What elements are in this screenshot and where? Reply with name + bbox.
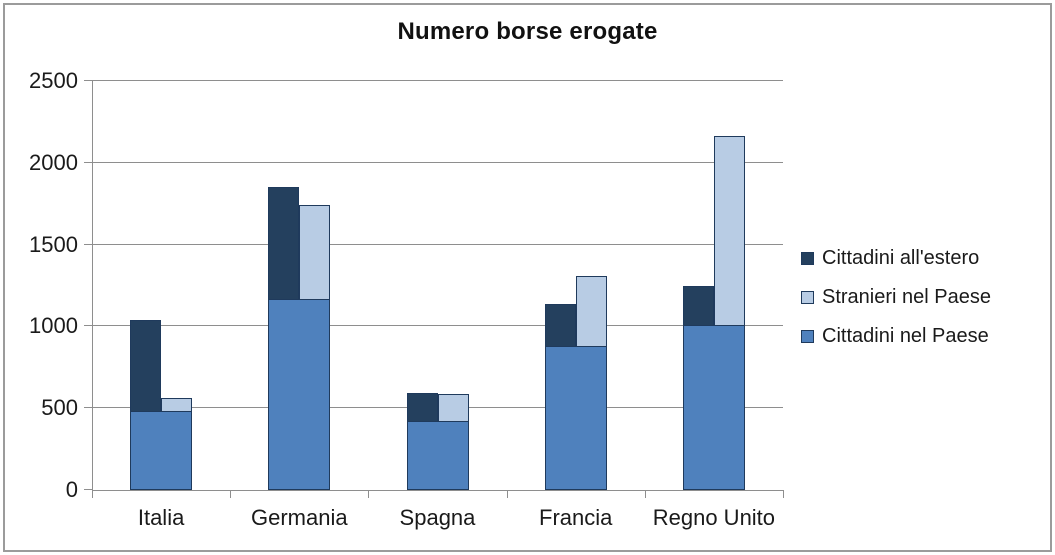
bar-segment-cittadini-nel-paese — [406, 421, 469, 490]
bar-segment-cittadini-allestero — [682, 286, 714, 326]
gridline-2000 — [92, 161, 783, 163]
chart-title: Numero borse erogate — [397, 18, 658, 45]
legend-item-2: Cittadini nel Paese — [801, 324, 991, 349]
legend-label: Cittadini all'estero — [822, 247, 980, 269]
legend-swatch-icon — [801, 252, 814, 265]
y-tick-label: 2000 — [29, 149, 78, 175]
bar-segment-cittadini-nel-paese — [130, 411, 193, 490]
gridline-2500 — [92, 80, 783, 81]
y-axis-line — [92, 81, 93, 490]
category-label-spagna: Spagna — [399, 505, 476, 530]
bar-segment-cittadini-nel-paese — [544, 346, 607, 490]
y-axis-tick — [84, 80, 92, 81]
x-axis-tick — [230, 490, 232, 498]
bar-segment-cittadini-nel-paese — [682, 324, 745, 490]
x-axis-tick — [506, 490, 508, 498]
legend: Cittadini all'estero Stranieri nel Paese C… — [801, 246, 991, 349]
legend-item-0: Cittadini all'estero — [801, 246, 991, 271]
x-axis-tick — [92, 490, 93, 498]
legend-swatch-icon — [801, 291, 814, 304]
bar-segment-stranieri-nel-paese — [437, 393, 469, 423]
bar-segment-cittadini-allestero — [406, 392, 438, 423]
legend-label: Cittadini nel Paese — [822, 325, 989, 347]
bar-segment-stranieri-nel-paese — [161, 398, 193, 413]
bar-segment-stranieri-nel-paese — [575, 275, 607, 348]
y-axis-tick — [84, 243, 92, 245]
y-axis-tick — [84, 407, 92, 409]
gridline-1500 — [92, 243, 783, 245]
category-label-regno-unito: Regno Unito — [652, 505, 776, 530]
y-axis-tick — [84, 489, 92, 490]
legend-item-1: Stranieri nel Paese — [801, 285, 991, 310]
x-axis-tick — [644, 490, 646, 498]
bar-segment-cittadini-allestero — [544, 303, 576, 348]
x-axis-tick — [368, 490, 370, 498]
legend-label: Stranieri nel Paese — [822, 286, 991, 308]
y-tick-label: 0 — [65, 477, 78, 502]
bar-segment-cittadini-allestero — [130, 319, 162, 413]
x-axis-tick — [783, 490, 784, 498]
y-tick-label: 500 — [41, 395, 78, 421]
category-label-italia: Italia — [137, 505, 185, 530]
y-tick-label: 1500 — [29, 231, 78, 257]
y-tick-label: 1000 — [29, 313, 78, 339]
x-axis-line — [92, 490, 783, 491]
gridline-1000 — [92, 325, 783, 327]
bar-segment-stranieri-nel-paese — [299, 205, 331, 300]
category-label-germania: Germania — [250, 505, 348, 530]
bar-segment-cittadini-nel-paese — [268, 298, 331, 490]
legend-swatch-icon — [801, 330, 814, 343]
y-axis-tick — [84, 325, 92, 327]
bar-segment-stranieri-nel-paese — [713, 135, 745, 326]
y-axis-tick — [84, 161, 92, 163]
bar-segment-cittadini-allestero — [268, 186, 300, 300]
plot-area — [92, 80, 783, 490]
category-label-francia: Francia — [539, 505, 613, 530]
y-tick-label: 2500 — [29, 68, 78, 93]
